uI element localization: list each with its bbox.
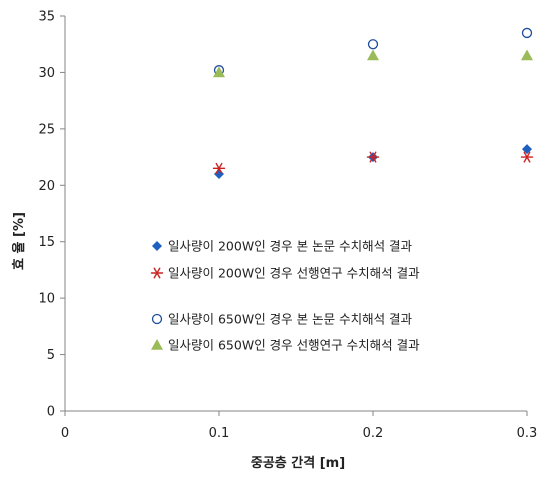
y-tick-label: 15 <box>38 235 55 250</box>
data-point-triangle <box>367 49 379 61</box>
legend-marker-circle-open <box>151 313 163 325</box>
x-tick-label: 0.1 <box>209 426 230 441</box>
data-point-circle-open <box>521 27 533 39</box>
y-tick-label: 35 <box>38 10 55 25</box>
x-tick-label: 0.2 <box>363 426 384 441</box>
legend-marker-diamond <box>152 241 162 251</box>
legend-marker-triangle <box>151 339 163 350</box>
data-point-asterisk <box>212 162 226 174</box>
x-axis-title: 중공층 간격 [m] <box>251 455 345 471</box>
y-tick-label: 5 <box>47 348 55 363</box>
y-tick-label: 20 <box>38 179 55 194</box>
y-axis-title: 효 율 [%] <box>11 212 27 270</box>
legend-label: 일사량이 200W인 경우 선행연구 수치해석 결과 <box>168 266 420 281</box>
data-point-triangle <box>521 49 533 61</box>
data-point-circle-open <box>367 39 379 50</box>
x-tick-label: 0 <box>61 426 69 441</box>
data-point-asterisk <box>366 151 380 163</box>
ticks: 0 5 10 15 20 25 30 35 0 0.1 0.2 0.3 <box>38 10 537 442</box>
data-point-diamond <box>214 169 224 179</box>
y-tick-label: 25 <box>38 122 55 137</box>
legend-label: 일사량이 650W인 경우 선행연구 수치해석 결과 <box>168 338 420 353</box>
data-point-asterisk <box>520 151 534 163</box>
y-tick-label: 30 <box>38 66 55 81</box>
legend-label: 일사량이 650W인 경우 본 논문 수치해석 결과 <box>168 312 413 327</box>
y-tick-label: 10 <box>38 292 55 307</box>
axes <box>64 16 527 412</box>
data-point-diamond <box>522 144 532 155</box>
legend-marker-asterisk <box>150 267 164 279</box>
legend-label: 일사량이 200W인 경우 본 논문 수치해석 결과 <box>168 239 413 254</box>
data-point-triangle <box>213 66 225 78</box>
x-tick-label: 0.3 <box>517 426 538 441</box>
data-points <box>212 27 534 179</box>
y-tick-label: 0 <box>47 405 55 420</box>
